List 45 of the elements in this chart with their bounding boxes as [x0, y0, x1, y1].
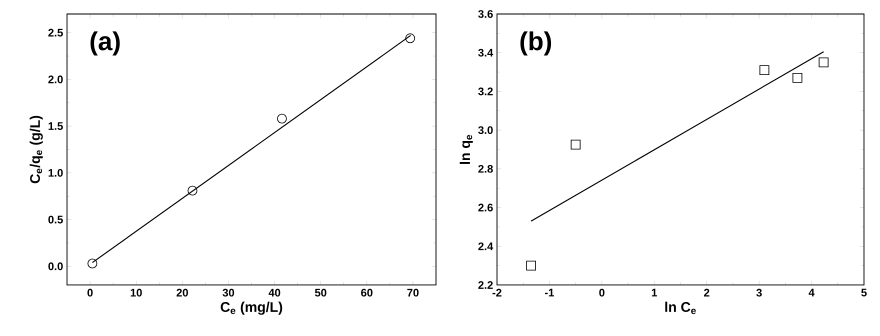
point: [792, 72, 802, 83]
x-tick-label: 50: [314, 288, 326, 297]
x-tick-label: -2: [492, 288, 502, 296]
x-tick-label: 0: [87, 288, 93, 297]
point: [277, 114, 287, 124]
x-tick-label: -1: [544, 288, 554, 296]
point: [188, 186, 198, 196]
y-tick-label: 3.2: [478, 88, 493, 96]
y-tick-label: 3.0: [478, 126, 493, 134]
point: [818, 57, 829, 68]
annotation: (b): [520, 31, 552, 56]
point: [405, 33, 416, 44]
point: [87, 258, 98, 268]
y-tick-label: 2.5: [48, 28, 63, 37]
x-axis-title: C$_{e}$ (mg/L): [220, 302, 282, 315]
x-tick-label: 10: [130, 288, 142, 297]
x-tick-label: 1: [652, 288, 658, 296]
x-tick-label: 60: [361, 288, 372, 297]
x-tick-label: 70: [407, 288, 419, 297]
y-tick-label: 2.0: [48, 76, 63, 84]
x-tick-label: 5: [861, 288, 867, 296]
y-tick-label: 0.5: [48, 216, 63, 224]
y-tick-label: 0.0: [48, 262, 63, 270]
x-axis-title: ln C$_{e}$: [665, 302, 696, 314]
point: [759, 65, 770, 76]
y-tick-label: 3.6: [478, 10, 493, 18]
point: [526, 260, 536, 271]
y-tick-label: 2.2: [478, 281, 493, 289]
point: [570, 140, 581, 150]
y-tick-label: 2.8: [478, 164, 493, 173]
x-tick-label: 20: [176, 288, 188, 297]
y-tick-label: 1.5: [48, 122, 63, 130]
x-tick-label: 0: [599, 288, 604, 297]
x-tick-label: 2: [704, 288, 710, 296]
y-tick-label: 2.4: [478, 242, 494, 250]
y-tick-label: 3.4: [478, 48, 494, 57]
y-tick-label: 1.0: [48, 168, 63, 177]
y-tick-label: 2.6: [478, 204, 493, 212]
y-axis-title: C$_{e}$/q$_{e}$ (g/L): [30, 116, 43, 184]
x-tick-label: 40: [268, 288, 280, 297]
x-tick-label: 3: [756, 288, 762, 297]
annotation: (a): [90, 31, 120, 56]
y-axis-title: ln q$_{e}$: [460, 134, 473, 164]
x-tick-label: 4: [808, 288, 815, 296]
x-tick-label: 30: [222, 288, 234, 297]
